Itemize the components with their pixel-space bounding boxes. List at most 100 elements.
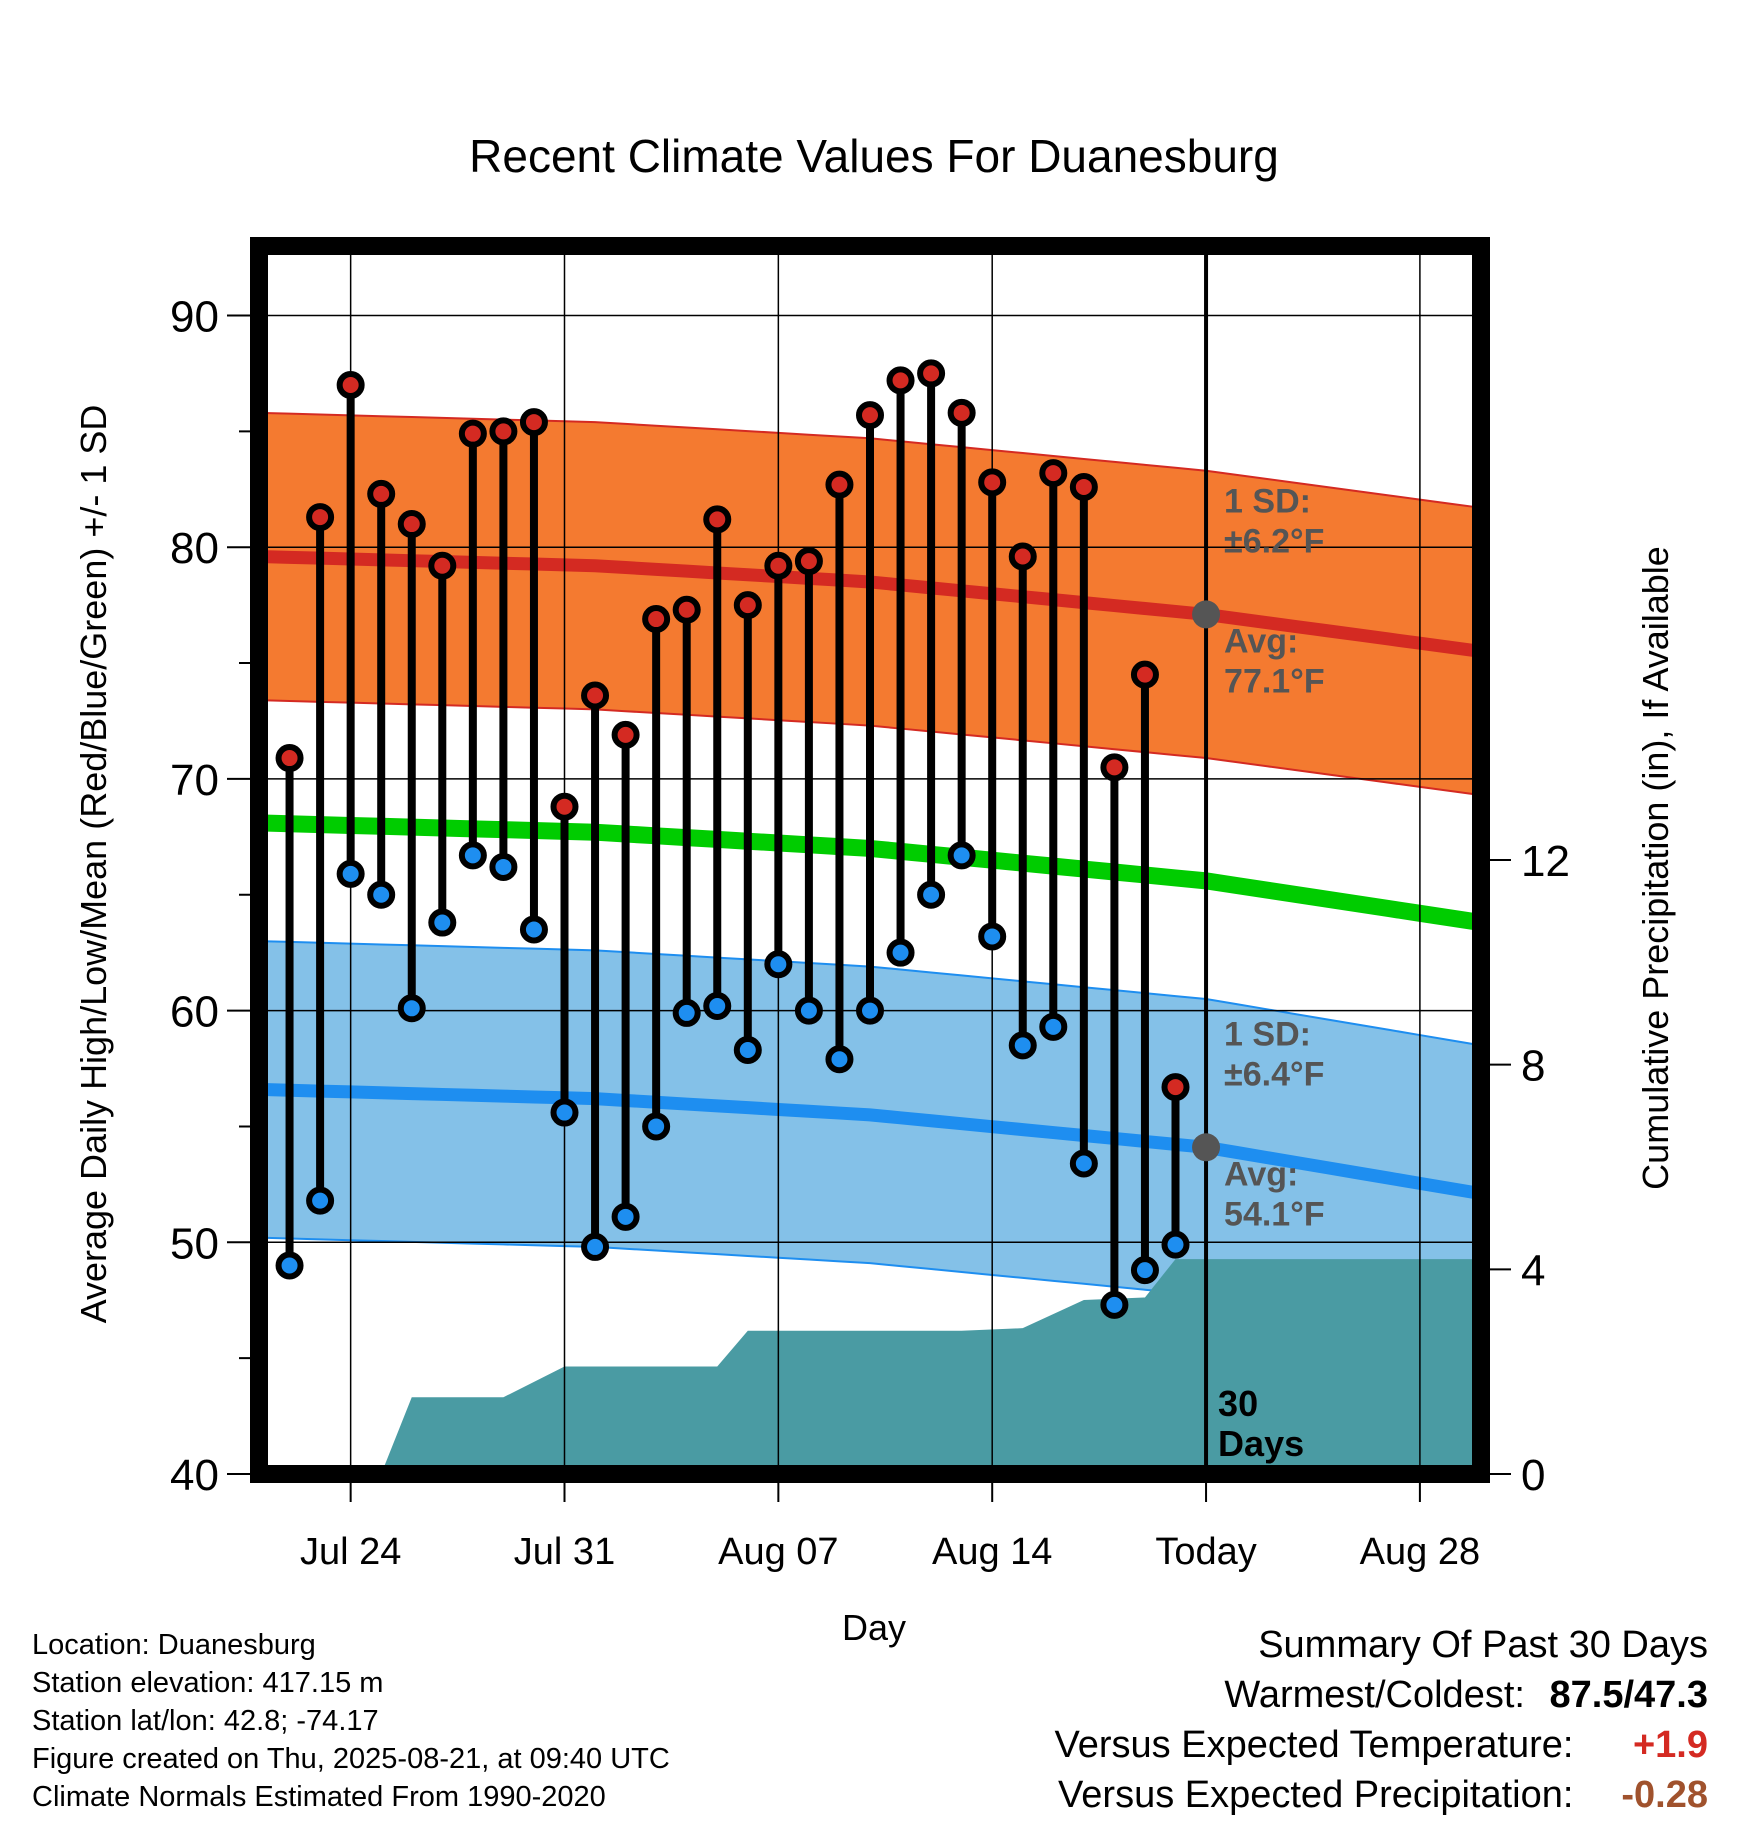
daily-low-point: [336, 859, 365, 888]
y2-tick-label: 0: [1521, 1451, 1545, 1500]
daily-high-point: [642, 605, 671, 634]
y-tick-label: 80: [170, 524, 219, 573]
x-tick-label: Aug 28: [1360, 1531, 1480, 1573]
daily-low-point: [917, 880, 946, 909]
daily-high-point: [458, 419, 487, 448]
low-avg-label: Avg:: [1224, 1155, 1298, 1193]
daily-high-point: [672, 595, 701, 624]
y2-axis-label: Cumulative Precipitation (in), If Availa…: [1635, 546, 1676, 1190]
daily-high-point: [917, 359, 946, 388]
daily-high-point: [856, 401, 884, 430]
summary-precip: Versus Expected Precipitation: -0.28: [1055, 1770, 1708, 1820]
daily-high-point: [733, 591, 762, 620]
period-label: Days: [1218, 1423, 1304, 1464]
daily-low-point: [306, 1186, 335, 1215]
daily-low-point: [1039, 1012, 1068, 1041]
high-sd-label: 1 SD:: [1224, 482, 1311, 520]
daily-high-point: [1100, 753, 1129, 782]
info-latlon: Station lat/lon: 42.8; -74.17: [32, 1705, 379, 1737]
daily-high-point: [306, 503, 335, 532]
chart-title: Recent Climate Values For Duanesburg: [469, 130, 1279, 182]
temp-label: Versus Expected Temperature:: [1054, 1724, 1574, 1766]
daily-high-point: [703, 505, 732, 534]
x-axis-label: Day: [842, 1607, 906, 1648]
daily-high-point: [428, 551, 457, 580]
x-tick-label: Jul 24: [300, 1531, 401, 1573]
warm-cold-value: 87.5/47.3: [1549, 1674, 1708, 1716]
high-avg-value: 77.1°F: [1224, 662, 1325, 700]
daily-high-point: [978, 468, 1007, 497]
daily-low-point: [458, 841, 487, 870]
daily-low-point: [978, 922, 1007, 951]
y2-tick-label: 8: [1521, 1042, 1545, 1091]
daily-low-point: [886, 938, 915, 967]
daily-high-point: [611, 720, 640, 749]
daily-low-point: [1100, 1290, 1129, 1319]
low-sd-value: ±6.4°F: [1224, 1055, 1324, 1093]
daily-low-point: [825, 1045, 854, 1074]
summary-panel: Summary Of Past 30 Days Warmest/Coldest:…: [1055, 1620, 1708, 1820]
y-tick-label: 50: [170, 1219, 219, 1268]
station-info: Location: Duanesburg Station elevation: …: [32, 1626, 670, 1816]
info-created: Figure created on Thu, 2025-08-21, at 09…: [32, 1743, 670, 1775]
summary-temp: Versus Expected Temperature: +1.9: [1055, 1720, 1708, 1770]
daily-low-point: [581, 1232, 610, 1261]
daily-low-point: [1161, 1230, 1190, 1259]
daily-high-point: [550, 792, 579, 821]
low-normal-line: [258, 1082, 1483, 1201]
x-tick-label: Aug 14: [932, 1531, 1052, 1573]
daily-low-point: [1008, 1031, 1037, 1060]
info-elevation: Station elevation: 417.15 m: [32, 1667, 384, 1699]
daily-high-point: [397, 510, 426, 539]
daily-high-point: [1008, 542, 1037, 571]
info-normals: Climate Normals Estimated From 1990-2020: [32, 1781, 606, 1813]
warm-cold-label: Warmest/Coldest:: [1224, 1674, 1525, 1716]
daily-low-point: [672, 998, 701, 1027]
y2-tick-label: 4: [1521, 1246, 1545, 1295]
summary-warm-cold: Warmest/Coldest: 87.5/47.3: [1055, 1670, 1708, 1720]
daily-low-point: [733, 1035, 762, 1064]
daily-high-point: [1161, 1073, 1190, 1102]
x-tick-label: Jul 31: [514, 1531, 615, 1573]
x-tick-label: Aug 07: [718, 1531, 838, 1573]
daily-low-point: [794, 996, 823, 1025]
daily-high-point: [825, 470, 854, 499]
y-tick-label: 90: [170, 293, 219, 342]
daily-low-point: [703, 991, 732, 1020]
high-sd-value: ±6.2°F: [1224, 522, 1324, 560]
x-tick-label: Today: [1155, 1531, 1256, 1573]
low-sd-label: 1 SD:: [1224, 1015, 1311, 1053]
daily-low-point: [611, 1202, 640, 1231]
daily-low-point: [275, 1251, 304, 1280]
daily-low-point: [1069, 1149, 1098, 1178]
y2-tick-label: 12: [1521, 837, 1570, 886]
daily-high-point: [794, 547, 823, 576]
daily-low-point: [856, 996, 884, 1025]
daily-high-point: [519, 408, 548, 437]
daily-high-point: [336, 371, 365, 400]
daily-low-point: [550, 1098, 579, 1127]
today-low-normal-marker: [1192, 1133, 1221, 1162]
daily-low-point: [428, 908, 457, 937]
temp-value: +1.9: [1632, 1724, 1708, 1766]
precip-label: Versus Expected Precipitation:: [1058, 1774, 1574, 1816]
daily-low-point: [397, 994, 426, 1023]
period-label: 30: [1218, 1383, 1258, 1424]
daily-high-point: [947, 398, 976, 427]
daily-low-point: [764, 950, 793, 979]
daily-low-point: [947, 841, 976, 870]
precip-value: -0.28: [1621, 1774, 1708, 1816]
daily-low-point: [519, 915, 548, 944]
daily-high-point: [1130, 660, 1159, 689]
info-location: Location: Duanesburg: [32, 1629, 316, 1661]
today-high-normal-marker: [1192, 600, 1221, 629]
y-tick-label: 40: [170, 1451, 219, 1500]
y-tick-label: 70: [170, 756, 219, 805]
daily-high-point: [1069, 472, 1098, 501]
y-tick-label: 60: [170, 988, 219, 1037]
daily-low-point: [367, 880, 396, 909]
daily-low-point: [642, 1112, 671, 1141]
daily-high-point: [886, 366, 915, 395]
high-avg-label: Avg:: [1224, 622, 1298, 660]
